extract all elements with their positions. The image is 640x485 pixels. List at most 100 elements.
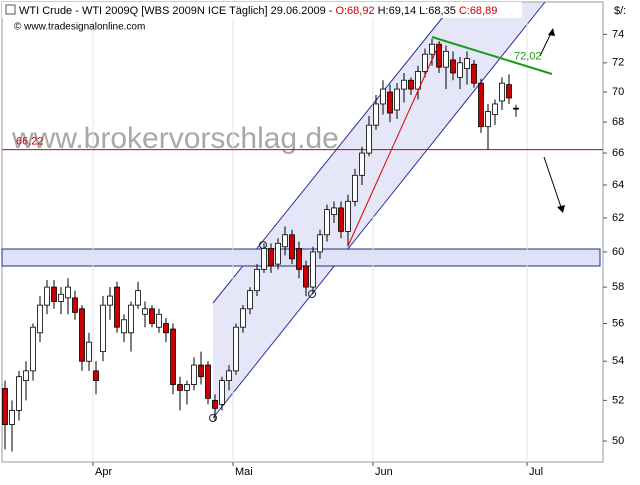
candle-body [65,286,71,299]
candle-body [408,79,414,90]
channel-lower [212,1,546,419]
y-tick-label: 58 [612,281,624,293]
candle-body [100,304,106,353]
candle-body [72,297,78,313]
candle-body [142,308,148,315]
y-tick-label: 72 [612,57,624,69]
close: C:68,89 [459,5,498,17]
unit-label: $/: [614,5,626,17]
pivot-marker [308,290,316,298]
candle-body [240,308,246,328]
support-label: 66,22 [16,136,44,148]
candle-body [128,304,134,334]
header-bg [2,2,522,18]
plot-area: www.brokervorschlag.de 66,22 [1,1,604,463]
candle-body [23,370,29,382]
candle-body [394,88,400,111]
candle-body [261,248,267,270]
y-tick-label: 54 [612,355,624,367]
candle-body [58,293,64,302]
candle-body [506,84,512,99]
candle-body [268,248,274,267]
candle-body [492,103,498,115]
candle-body [226,370,232,382]
y-tick-label: 52 [612,394,624,406]
candle-body [401,79,407,90]
plot-frame [1,1,604,463]
candle-body [44,286,50,306]
annotations: 72,02 [209,28,565,422]
candle-body [198,364,204,378]
y-tick-label: 60 [612,246,624,258]
candle-body [170,328,176,385]
candle-body [303,265,309,288]
candle-body [16,376,22,411]
candle-body [429,43,435,55]
pivot-marker [209,414,217,422]
candle-body [282,234,288,248]
candle-body [499,82,505,102]
y-tick-label: 66 [612,147,624,159]
candle-body [30,326,36,372]
candle-body [275,242,281,265]
candle-body [184,384,190,391]
candle-body [352,174,358,202]
x-tick-label: Mai [235,466,253,478]
candle-body [310,251,316,288]
candle-body [296,248,302,270]
candle-body [9,409,15,425]
candle-body [2,388,8,425]
trend-label: 72,02 [514,50,542,62]
candle-body [331,207,337,215]
candle-body [422,53,428,72]
y-tick-label: 68 [612,116,624,128]
candle-body [387,91,393,114]
y-tick-label: 56 [612,317,624,329]
arrow-head [548,28,555,36]
x-tick-label: Jul [529,466,543,478]
y-tick-label: 74 [612,28,624,40]
candle-body [247,290,253,310]
candle-body [191,364,197,385]
candle-body [212,399,218,409]
candle-body [373,103,379,126]
candle-body [51,286,57,302]
low: L:68,35 [419,5,456,17]
candle-body [177,384,183,391]
arrow-down [543,156,563,211]
candle-body [317,234,323,253]
candle-body [233,326,239,372]
source: © www.tradesignalonline.com [14,22,145,33]
candle-body [149,308,155,324]
candle-body [513,107,519,110]
candle-body [324,209,330,236]
candles [2,38,519,452]
y-tick-label: 50 [612,435,624,447]
candle-body [86,341,92,362]
candle-body [443,50,449,68]
high: H:69,14 [378,5,417,17]
trend-line-green [431,36,553,75]
arrow-head [557,205,565,213]
instrument: WTI Crude - WTI 2009Q [WBS 2009N ICE Täg… [19,5,333,17]
candle-body [107,295,113,306]
x-tick-label: Jun [375,466,393,478]
candle-body [163,323,169,334]
header-icon [5,4,16,15]
candle-body [359,152,365,176]
trend-line-red [347,41,441,247]
y-tick-label: 62 [612,212,624,224]
candle-body [205,364,211,399]
candle-body [135,290,141,306]
candle-body [254,268,260,292]
candle-body [450,59,456,74]
header-info: WTI Crude - WTI 2009Q [WBS 2009N ICE Täg… [19,5,497,17]
candle-body [380,88,386,105]
candle-body [121,319,127,334]
candle-body [415,71,421,90]
candle-body [79,308,85,362]
open: O:68,92 [335,5,374,17]
candle-body [114,286,120,328]
